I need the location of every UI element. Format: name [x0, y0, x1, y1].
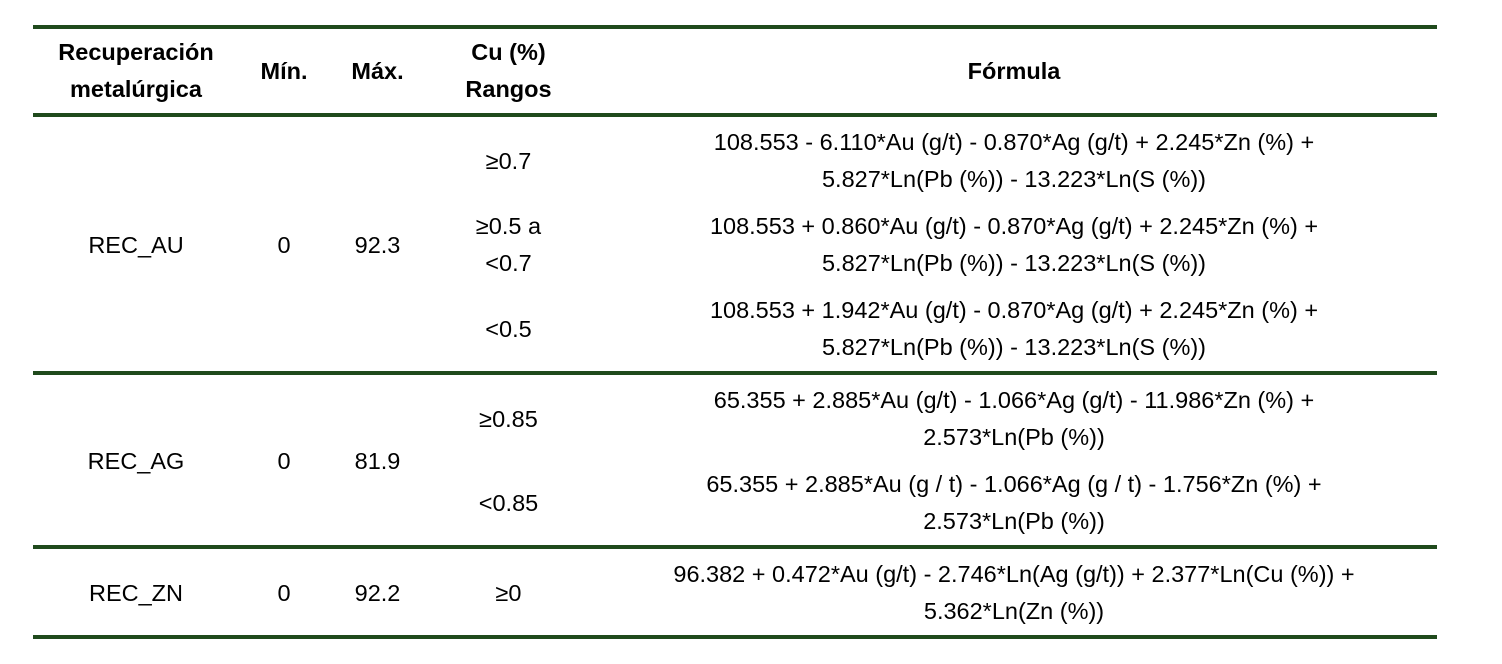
- formula-cell: 108.553 + 1.942*Au (g/t) - 0.870*Ag (g/t…: [591, 287, 1437, 375]
- header-formula: Fórmula: [591, 25, 1437, 117]
- max-value: 92.3: [329, 115, 426, 375]
- header-min: Mín.: [239, 25, 329, 117]
- formula-line1: 65.355 + 2.885*Au (g/t) - 1.066*Ag (g/t)…: [713, 387, 1315, 413]
- formula-line1: 108.553 + 0.860*Au (g/t) - 0.870*Ag (g/t…: [709, 213, 1319, 239]
- table-row: <0.85 65.355 + 2.885*Au (g / t) - 1.066*…: [33, 461, 1437, 549]
- header-cu-line2: Rangos: [465, 76, 552, 102]
- table-row: ≥0.5 a <0.7 108.553 + 0.860*Au (g/t) - 0…: [33, 203, 1437, 287]
- header-cu-range: Cu (%) Rangos: [426, 25, 591, 117]
- cu-range: <0.5: [426, 287, 591, 375]
- cu-range: ≥0.85: [426, 373, 591, 461]
- formula-cell: 108.553 + 0.860*Au (g/t) - 0.870*Ag (g/t…: [591, 203, 1437, 287]
- formula-cell: 96.382 + 0.472*Au (g/t) - 2.746*Ln(Ag (g…: [591, 547, 1437, 639]
- cu-range: <0.85: [426, 461, 591, 549]
- header-max: Máx.: [329, 25, 426, 117]
- formula-line2: 5.362*Ln(Zn (%)): [923, 598, 1105, 624]
- header-recovery-line1: Recuperación: [58, 39, 214, 65]
- formula-line2: 5.827*Ln(Pb (%)) - 13.223*Ln(S (%)): [821, 166, 1206, 192]
- recovery-name: REC_AU: [33, 115, 239, 375]
- formula-line1: 65.355 + 2.885*Au (g / t) - 1.066*Ag (g …: [706, 471, 1322, 497]
- min-value: 0: [239, 547, 329, 639]
- max-value: 81.9: [329, 373, 426, 549]
- formula-line2: 2.573*Ln(Pb (%)): [923, 508, 1105, 534]
- recovery-name: REC_ZN: [33, 547, 239, 639]
- formula-line2: 5.827*Ln(Pb (%)) - 13.223*Ln(S (%)): [821, 334, 1206, 360]
- header-cu-line1: Cu (%): [471, 39, 546, 65]
- cu-range-line1: ≥0.5 a: [475, 213, 542, 239]
- cu-range-line1: ≥0.85: [479, 405, 538, 432]
- formula-cell: 108.553 - 6.110*Au (g/t) - 0.870*Ag (g/t…: [591, 115, 1437, 203]
- formula-line2: 5.827*Ln(Pb (%)) - 13.223*Ln(S (%)): [821, 250, 1206, 276]
- table-row: <0.5 108.553 + 1.942*Au (g/t) - 0.870*Ag…: [33, 287, 1437, 375]
- cu-range-line1: ≥0.7: [485, 147, 532, 174]
- cu-range-line1: <0.85: [478, 489, 539, 516]
- min-value: 0: [239, 373, 329, 549]
- recovery-formula-table: Recuperación metalúrgica Mín. Máx. Cu (%…: [33, 25, 1437, 639]
- header-recovery-line2: metalúrgica: [70, 76, 202, 102]
- formula-cell: 65.355 + 2.885*Au (g / t) - 1.066*Ag (g …: [591, 461, 1437, 549]
- cu-range-line1: <0.5: [485, 315, 532, 342]
- table-row: REC_ZN 0 92.2 ≥0 96.382 + 0.472*Au (g/t)…: [33, 547, 1437, 639]
- recovery-name: REC_AG: [33, 373, 239, 549]
- cu-range-line2: <0.7: [485, 250, 532, 276]
- table-row: REC_AU 0 92.3 ≥0.7 108.553 - 6.110*Au (g…: [33, 115, 1437, 375]
- formula-cell: 65.355 + 2.885*Au (g/t) - 1.066*Ag (g/t)…: [591, 373, 1437, 461]
- min-value: 0: [239, 115, 329, 375]
- cu-range: ≥0.5 a <0.7: [426, 203, 591, 287]
- formula-line2: 2.573*Ln(Pb (%)): [923, 424, 1105, 450]
- max-value: 92.2: [329, 547, 426, 639]
- table-row: REC_AG 0 81.9 ≥0.85 65.355 + 2.885*Au (g…: [33, 373, 1437, 549]
- formula-line1: 96.382 + 0.472*Au (g/t) - 2.746*Ln(Ag (g…: [673, 561, 1355, 587]
- formula-line1: 108.553 - 6.110*Au (g/t) - 0.870*Ag (g/t…: [713, 129, 1315, 155]
- cu-range: ≥0: [426, 547, 591, 639]
- formula-line1: 108.553 + 1.942*Au (g/t) - 0.870*Ag (g/t…: [709, 297, 1319, 323]
- cu-range: ≥0.7: [426, 115, 591, 203]
- header-row: Recuperación metalúrgica Mín. Máx. Cu (%…: [33, 25, 1437, 117]
- cu-range-line1: ≥0: [495, 579, 522, 606]
- header-recovery: Recuperación metalúrgica: [33, 25, 239, 117]
